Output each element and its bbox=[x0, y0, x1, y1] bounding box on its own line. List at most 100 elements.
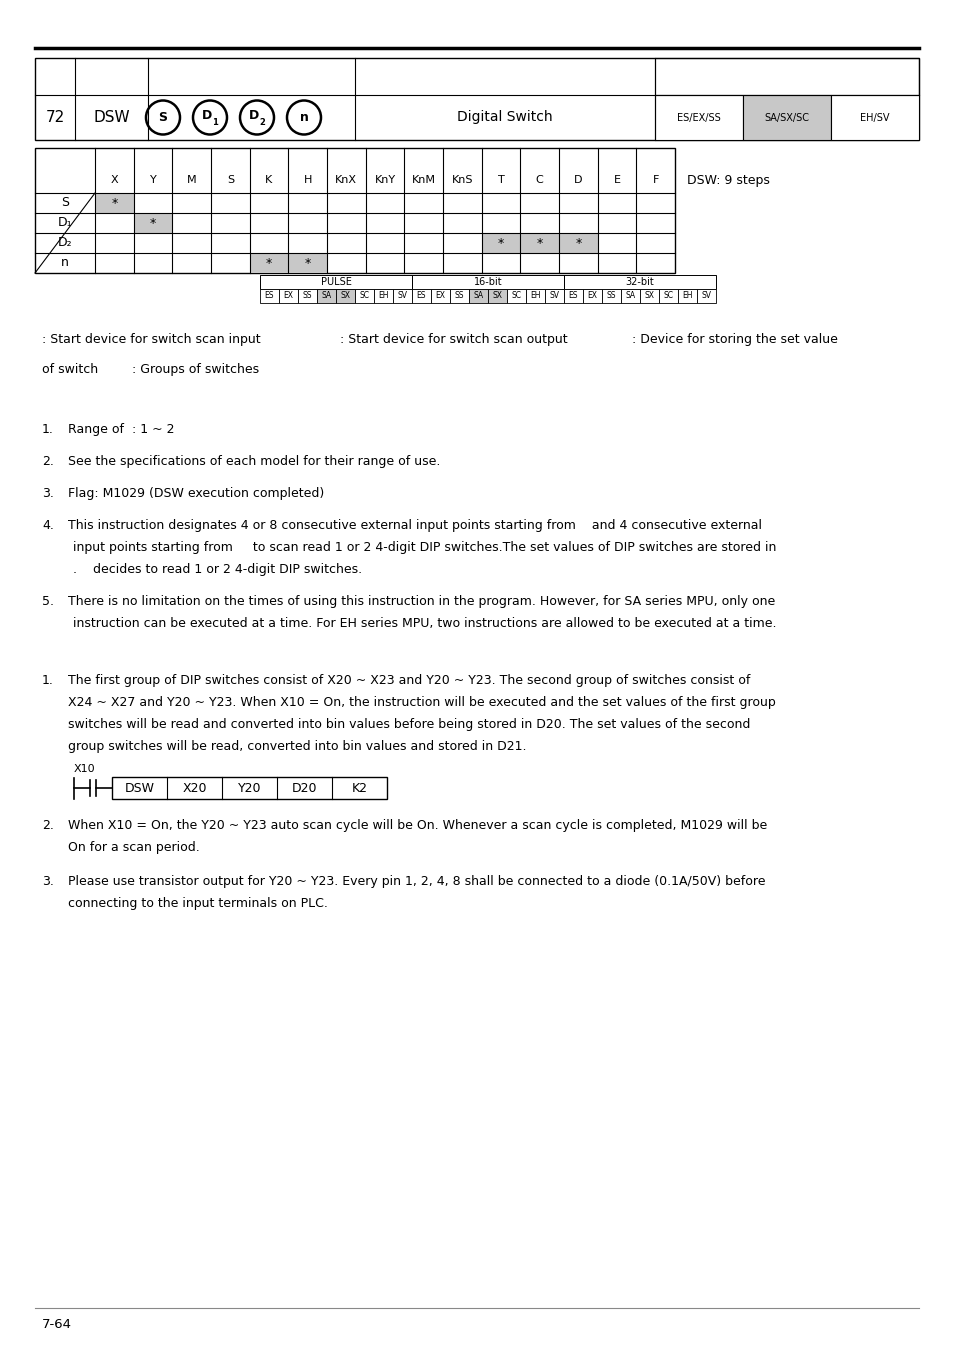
Bar bbox=[519, 234, 558, 252]
Bar bbox=[659, 289, 678, 302]
Text: .    decides to read 1 or 2 4-digit DIP switches.: . decides to read 1 or 2 4-digit DIP swi… bbox=[73, 563, 362, 576]
Text: *: * bbox=[575, 236, 580, 250]
Text: 1: 1 bbox=[212, 117, 217, 127]
Text: D20: D20 bbox=[292, 782, 317, 795]
Text: 32-bit: 32-bit bbox=[625, 277, 654, 288]
Text: EH: EH bbox=[530, 292, 540, 301]
Bar bbox=[393, 289, 412, 302]
Bar bbox=[830, 95, 918, 140]
Text: This instruction designates 4 or 8 consecutive external input points starting fr: This instruction designates 4 or 8 conse… bbox=[68, 518, 761, 532]
Bar bbox=[412, 289, 431, 302]
Bar bbox=[655, 95, 742, 140]
Text: T: T bbox=[497, 176, 504, 185]
Text: EH/SV: EH/SV bbox=[860, 112, 889, 123]
Text: SX: SX bbox=[492, 292, 502, 301]
Text: 1.: 1. bbox=[42, 674, 53, 687]
Bar bbox=[488, 289, 506, 302]
Bar bbox=[481, 234, 519, 252]
Text: ES: ES bbox=[568, 292, 578, 301]
Text: 7-64: 7-64 bbox=[42, 1319, 71, 1331]
Text: *: * bbox=[536, 236, 542, 250]
Text: instruction can be executed at a time. For EH series MPU, two instructions are a: instruction can be executed at a time. F… bbox=[73, 617, 776, 630]
Text: D₁: D₁ bbox=[57, 216, 72, 230]
Bar bbox=[374, 289, 393, 302]
Bar bbox=[35, 148, 675, 273]
Text: SS: SS bbox=[606, 292, 616, 301]
Text: 5.: 5. bbox=[42, 595, 54, 608]
Text: PULSE: PULSE bbox=[320, 277, 351, 288]
Text: S: S bbox=[61, 197, 69, 209]
Text: KnM: KnM bbox=[412, 176, 436, 185]
Text: SV: SV bbox=[397, 292, 407, 301]
Text: 16-bit: 16-bit bbox=[474, 277, 502, 288]
Text: When X10 = On, the Y20 ~ Y23 auto scan cycle will be On. Whenever a scan cycle i: When X10 = On, the Y20 ~ Y23 auto scan c… bbox=[68, 819, 766, 832]
Text: Range of  : 1 ~ 2: Range of : 1 ~ 2 bbox=[68, 423, 174, 436]
Text: SX: SX bbox=[340, 292, 350, 301]
Bar bbox=[297, 289, 316, 302]
Text: ES/EX/SS: ES/EX/SS bbox=[677, 112, 720, 123]
Text: K2: K2 bbox=[351, 782, 367, 795]
Bar bbox=[563, 275, 716, 289]
Text: X20: X20 bbox=[182, 782, 207, 795]
Text: DSW: DSW bbox=[125, 782, 154, 795]
Bar bbox=[697, 289, 716, 302]
Text: SS: SS bbox=[455, 292, 464, 301]
Text: 4.: 4. bbox=[42, 518, 53, 532]
Text: S: S bbox=[158, 111, 168, 124]
Text: X24 ~ X27 and Y20 ~ Y23. When X10 = On, the instruction will be executed and the: X24 ~ X27 and Y20 ~ Y23. When X10 = On, … bbox=[68, 697, 775, 709]
Bar bbox=[620, 289, 639, 302]
Text: 3.: 3. bbox=[42, 875, 53, 888]
Bar bbox=[563, 289, 582, 302]
Text: : Start device for switch scan input: : Start device for switch scan input bbox=[42, 333, 260, 346]
Text: : Device for storing the set value: : Device for storing the set value bbox=[631, 333, 837, 346]
Text: *: * bbox=[304, 256, 311, 270]
Text: *: * bbox=[112, 197, 117, 209]
Text: KnY: KnY bbox=[374, 176, 395, 185]
Bar bbox=[544, 289, 563, 302]
Text: C: C bbox=[536, 176, 543, 185]
Text: Y20: Y20 bbox=[237, 782, 261, 795]
Bar bbox=[742, 95, 830, 140]
Bar bbox=[431, 289, 450, 302]
Bar bbox=[469, 289, 488, 302]
Bar bbox=[558, 234, 597, 252]
Bar bbox=[112, 778, 387, 799]
Text: switches will be read and converted into bin values before being stored in D20. : switches will be read and converted into… bbox=[68, 718, 750, 730]
Text: D: D bbox=[574, 176, 582, 185]
Text: SX: SX bbox=[644, 292, 654, 301]
Bar bbox=[678, 289, 697, 302]
Text: 2.: 2. bbox=[42, 455, 53, 468]
Text: S: S bbox=[227, 176, 233, 185]
Text: X10: X10 bbox=[74, 764, 95, 774]
Text: *: * bbox=[150, 216, 156, 230]
Text: Please use transistor output for Y20 ~ Y23. Every pin 1, 2, 4, 8 shall be connec: Please use transistor output for Y20 ~ Y… bbox=[68, 875, 764, 888]
Text: : Groups of switches: : Groups of switches bbox=[132, 363, 259, 377]
Text: KnS: KnS bbox=[451, 176, 473, 185]
Text: *: * bbox=[266, 256, 272, 270]
Bar bbox=[260, 275, 412, 289]
Text: D: D bbox=[202, 109, 212, 122]
Bar bbox=[655, 58, 918, 95]
Text: DSW: DSW bbox=[93, 109, 130, 126]
Text: SA/SX/SC: SA/SX/SC bbox=[763, 112, 809, 123]
Text: input points starting from     to scan read 1 or 2 4-digit DIP switches.The set : input points starting from to scan read … bbox=[73, 541, 776, 554]
Text: The first group of DIP switches consist of X20 ~ X23 and Y20 ~ Y23. The second g: The first group of DIP switches consist … bbox=[68, 674, 750, 687]
Text: F: F bbox=[652, 176, 659, 185]
Text: There is no limitation on the times of using this instruction in the program. Ho: There is no limitation on the times of u… bbox=[68, 595, 775, 608]
Bar bbox=[601, 289, 620, 302]
Text: group switches will be read, converted into bin values and stored in D21.: group switches will be read, converted i… bbox=[68, 740, 526, 753]
Text: K: K bbox=[265, 176, 273, 185]
Text: SA: SA bbox=[473, 292, 483, 301]
Text: ES: ES bbox=[265, 292, 274, 301]
Text: EH: EH bbox=[377, 292, 388, 301]
Text: : Start device for switch scan output: : Start device for switch scan output bbox=[339, 333, 567, 346]
Text: 3.: 3. bbox=[42, 487, 53, 500]
Text: SV: SV bbox=[700, 292, 711, 301]
Text: D₂: D₂ bbox=[57, 236, 72, 250]
Text: EX: EX bbox=[435, 292, 445, 301]
Text: Flag: M1029 (DSW execution completed): Flag: M1029 (DSW execution completed) bbox=[68, 487, 324, 500]
Text: of switch: of switch bbox=[42, 363, 98, 377]
Text: Y: Y bbox=[150, 176, 156, 185]
Text: SC: SC bbox=[662, 292, 673, 301]
Bar bbox=[335, 289, 355, 302]
